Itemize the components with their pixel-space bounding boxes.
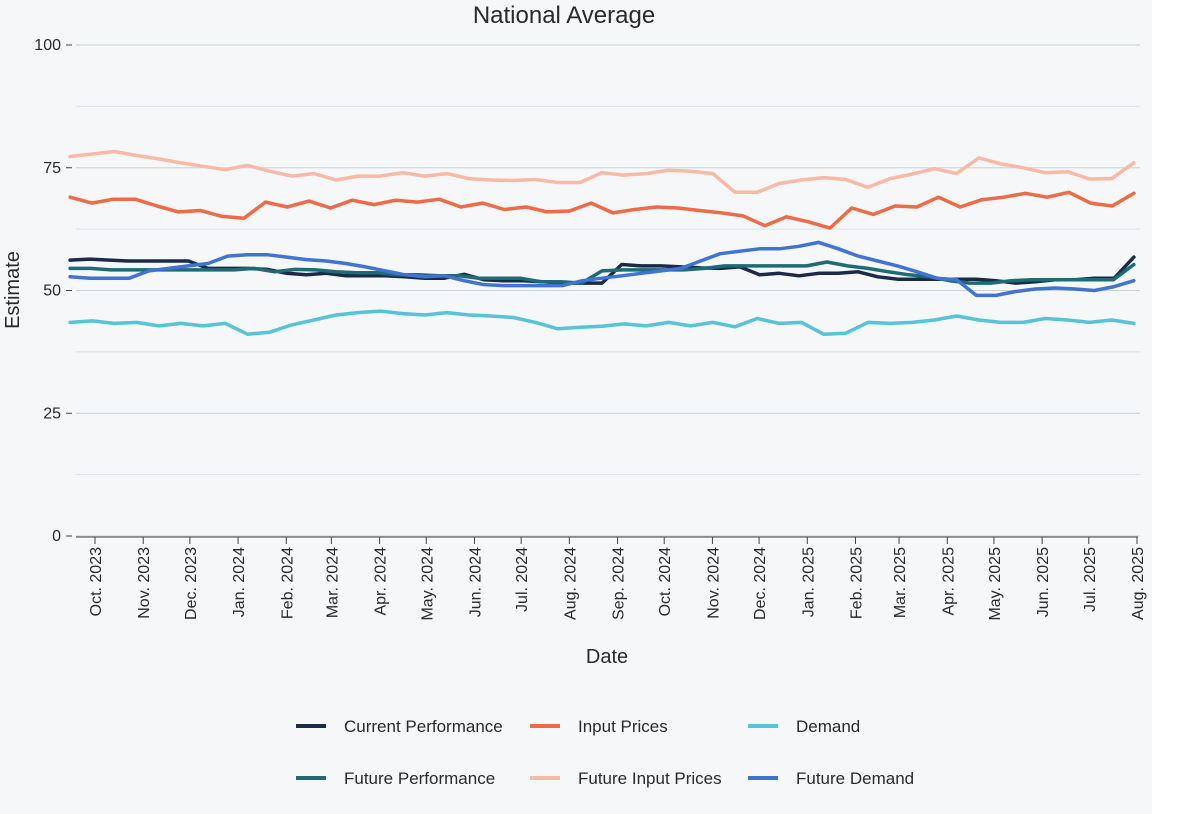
x-tick-label: Jul. 2024 bbox=[514, 547, 531, 612]
series-lines bbox=[68, 149, 1136, 336]
gridlines bbox=[76, 44, 1140, 537]
x-tick-label: Aug. 2025 bbox=[1130, 547, 1147, 620]
x-tick-label: Feb. 2025 bbox=[849, 547, 866, 619]
x-axis: Oct. 2023 Nov. 2023 Dec. 2023 Jan. 2024 Feb.… bbox=[76, 536, 1147, 621]
legend: Current Performance Input Prices Demand Fut… bbox=[296, 717, 914, 788]
chart-title: National Average bbox=[473, 2, 655, 29]
x-tick-label: Oct. 2023 bbox=[88, 547, 105, 616]
legend-label-future-input-prices: Future Input Prices bbox=[578, 769, 722, 788]
series-line-future-demand bbox=[68, 240, 1136, 298]
y-tick-label: 0 bbox=[52, 528, 61, 545]
x-tick-label: May. 2024 bbox=[419, 547, 436, 621]
chart-container: National Average 0 25 50 75 100 Oct. 2023 Nov… bbox=[2, 2, 1147, 788]
series-line-demand bbox=[68, 309, 1136, 336]
y-tick-label: 25 bbox=[43, 405, 61, 422]
y-tick-label: 100 bbox=[34, 37, 61, 54]
x-tick-label: Mar. 2024 bbox=[324, 547, 341, 618]
x-tick-label: Jul. 2025 bbox=[1082, 547, 1099, 612]
y-tick-label: 50 bbox=[43, 283, 61, 300]
legend-label-future-demand: Future Demand bbox=[796, 769, 914, 788]
x-tick-label: Jan. 2024 bbox=[231, 547, 248, 617]
legend-label-current-performance: Current Performance bbox=[344, 717, 503, 736]
x-tick-label: Aug. 2024 bbox=[562, 547, 579, 620]
x-axis-title: Date bbox=[586, 646, 628, 668]
line-chart: National Average 0 25 50 75 100 Oct. 2023 Nov… bbox=[2, 2, 1147, 788]
legend-label-input-prices: Input Prices bbox=[578, 717, 668, 736]
x-tick-label: Dec. 2023 bbox=[183, 547, 200, 620]
x-tick-label: Apr. 2024 bbox=[373, 547, 390, 616]
legend-label-demand: Demand bbox=[796, 717, 860, 736]
x-tick-label: Oct. 2024 bbox=[657, 547, 674, 616]
y-axis: 0 25 50 75 100 bbox=[34, 37, 72, 545]
x-tick-label: Feb. 2024 bbox=[279, 547, 296, 619]
x-tick-label: Apr. 2025 bbox=[940, 547, 957, 616]
x-tick-label: Nov. 2023 bbox=[136, 547, 153, 619]
legend-label-future-performance: Future Performance bbox=[344, 769, 495, 788]
x-tick-label: Dec. 2024 bbox=[752, 547, 769, 620]
x-tick-label: Jun. 2024 bbox=[467, 547, 484, 617]
x-tick-label: May. 2025 bbox=[987, 547, 1004, 621]
x-tick-label: Mar. 2025 bbox=[892, 547, 909, 618]
y-axis-title: Estimate bbox=[2, 251, 24, 329]
series-line-future-input-prices bbox=[68, 149, 1136, 195]
x-tick-label: Jan. 2025 bbox=[800, 547, 817, 617]
x-tick-label: Jun. 2025 bbox=[1035, 547, 1052, 617]
x-tick-label: Nov. 2024 bbox=[705, 547, 722, 619]
x-tick-label: Sep. 2024 bbox=[611, 547, 628, 620]
y-tick-label: 75 bbox=[43, 160, 61, 177]
series-line-input-prices bbox=[68, 190, 1136, 230]
